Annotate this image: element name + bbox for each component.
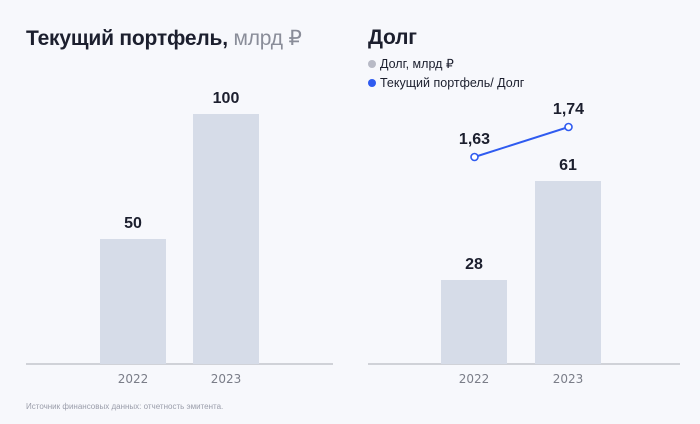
legend-dot-debt xyxy=(368,59,376,68)
value-label-portfolio-2022: 50 xyxy=(124,215,142,232)
legend-label-debt: Долг, млрд ₽ xyxy=(380,57,454,71)
ratio-label-2023: 1,74 xyxy=(553,101,584,118)
x-tick-right-2023: 2023 xyxy=(553,372,584,386)
ratio-point-2023 xyxy=(564,122,573,132)
bar-debt-2022 xyxy=(441,280,507,364)
ratio-label-2022: 1,63 xyxy=(459,131,490,148)
legend-item-ratio: Текущий портфель/ Долг xyxy=(368,76,524,90)
bar-portfolio-2022 xyxy=(100,239,166,364)
left-chart-title: Текущий портфель, млрд ₽ xyxy=(26,26,302,51)
x-tick-right-2022: 2022 xyxy=(459,372,490,386)
left-title-main: Текущий портфель, xyxy=(26,27,228,50)
legend-item-debt: Долг, млрд ₽ xyxy=(368,56,454,71)
x-tick-left-2022: 2022 xyxy=(118,372,149,386)
value-label-portfolio-2023: 100 xyxy=(213,90,240,107)
right-chart-title: Долг xyxy=(368,26,417,49)
source-note: Источник финансовых данных: отчетность э… xyxy=(26,402,224,411)
legend-dot-ratio xyxy=(368,79,376,87)
x-tick-left-2023: 2023 xyxy=(211,372,242,386)
bar-portfolio-2023 xyxy=(193,114,259,364)
ratio-point-2022 xyxy=(470,152,479,162)
legend-label-ratio: Текущий портфель/ Долг xyxy=(380,76,525,90)
value-label-debt-2022: 28 xyxy=(465,256,483,273)
bar-debt-2023 xyxy=(535,181,601,364)
left-title-unit: млрд ₽ xyxy=(233,27,302,50)
value-label-debt-2023: 61 xyxy=(559,157,577,174)
ratio-line xyxy=(474,126,569,158)
